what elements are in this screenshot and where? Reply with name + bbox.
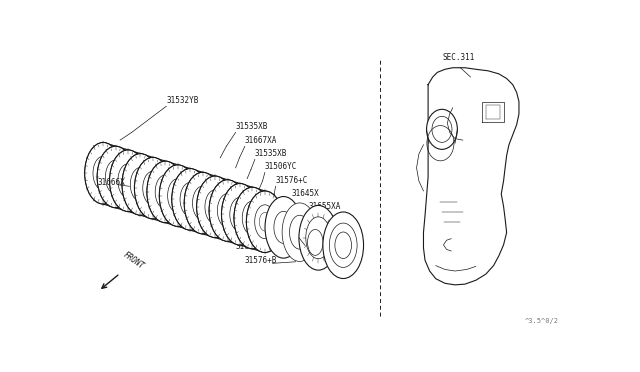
Ellipse shape: [306, 217, 331, 259]
Ellipse shape: [221, 183, 259, 245]
Ellipse shape: [109, 150, 147, 212]
Ellipse shape: [209, 180, 246, 241]
Ellipse shape: [84, 142, 122, 204]
Text: 31667XA: 31667XA: [245, 136, 277, 145]
Text: 31667X: 31667X: [227, 230, 254, 239]
Ellipse shape: [97, 146, 134, 208]
Text: 31532YB: 31532YB: [166, 96, 198, 105]
Text: SEC.311: SEC.311: [443, 52, 475, 62]
Ellipse shape: [159, 165, 196, 227]
Text: 31645X: 31645X: [291, 189, 319, 198]
Ellipse shape: [323, 212, 364, 279]
Text: 31655XA: 31655XA: [308, 202, 341, 211]
Ellipse shape: [196, 176, 234, 238]
Ellipse shape: [426, 109, 458, 150]
Ellipse shape: [330, 223, 357, 267]
Ellipse shape: [122, 154, 159, 215]
Ellipse shape: [299, 205, 338, 270]
Text: 31666X: 31666X: [97, 178, 125, 187]
Ellipse shape: [265, 196, 302, 258]
Ellipse shape: [246, 191, 284, 253]
Ellipse shape: [172, 169, 209, 230]
Text: 31655X: 31655X: [236, 243, 263, 251]
Ellipse shape: [134, 157, 172, 219]
Ellipse shape: [184, 172, 221, 234]
Text: FRONT: FRONT: [122, 250, 146, 271]
Text: 31576+B: 31576+B: [245, 256, 277, 265]
Ellipse shape: [234, 187, 271, 249]
Text: 31506YC: 31506YC: [265, 163, 297, 171]
Text: 31535XB: 31535XB: [255, 149, 287, 158]
Text: 31576+C: 31576+C: [276, 176, 308, 185]
Ellipse shape: [147, 161, 184, 223]
Text: ^3.5^0/2: ^3.5^0/2: [525, 318, 559, 324]
Ellipse shape: [282, 203, 317, 262]
Text: 31535XB: 31535XB: [236, 122, 268, 131]
